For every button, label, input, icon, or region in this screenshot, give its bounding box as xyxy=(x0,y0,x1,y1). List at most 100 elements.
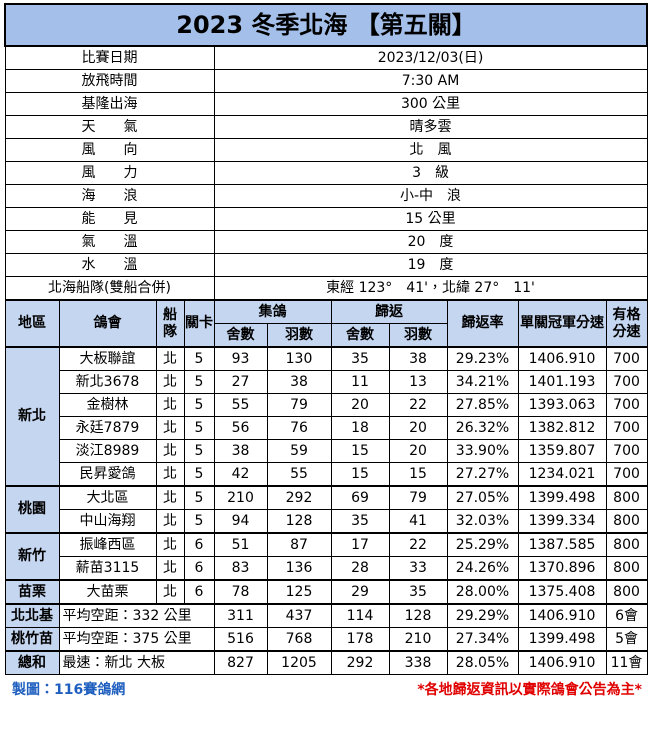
summary-cell: 437 xyxy=(266,603,332,628)
cell: 20 xyxy=(330,393,390,417)
cell: 800 xyxy=(605,556,648,581)
table-row: 桃園 大北區北 5 210 292 69 79 27.05% 1399.498 800 xyxy=(4,485,648,534)
info-value: 北 風 xyxy=(213,138,648,162)
column-header: 有格分速 xyxy=(605,299,648,348)
table-row: 氣 溫 20 度 xyxy=(4,230,648,254)
cell: 35 xyxy=(330,509,390,534)
column-header: 關卡 xyxy=(183,299,215,348)
cell: 34.21% xyxy=(446,370,519,394)
column-subheader: 舍數 xyxy=(330,323,390,348)
info-label: 氣 溫 xyxy=(4,230,215,254)
table-row: 金樹林北 5 55 79 20 22 27.85% 1393.063 700 xyxy=(5,393,648,417)
summary-cell: 338 xyxy=(388,650,448,675)
title: 2023 冬季北海 【第五關】 xyxy=(3,3,649,47)
cell: 永廷7879 xyxy=(58,416,157,440)
cell: 128 xyxy=(266,509,332,534)
cell: 83 xyxy=(213,556,268,581)
info-label: 風 向 xyxy=(4,138,215,162)
cell: 北 xyxy=(155,485,185,510)
cell: 1370.896 xyxy=(517,556,607,581)
region: 桃園 xyxy=(4,485,60,534)
table-row: 桃竹苗 平均空距：375 公里 516 768 178 210 27.34% 1399.498… xyxy=(4,627,648,652)
info-label: 比賽日期 xyxy=(4,45,215,70)
summary-cell: 210 xyxy=(388,627,448,652)
cell: 大板聯誼 xyxy=(58,346,157,371)
table-row: 新北 大板聯誼北 5 93 130 35 38 29.23% 1406.910 700 xyxy=(4,346,648,487)
cell: 1382.812 xyxy=(517,416,607,440)
cell: 56 xyxy=(213,416,268,440)
cell: 51 xyxy=(213,532,268,557)
cell: 1399.498 xyxy=(517,485,607,510)
cell: 6 xyxy=(183,556,215,581)
cell: 35 xyxy=(330,346,390,371)
cell: 28 xyxy=(330,556,390,581)
cell: 5 xyxy=(183,370,215,394)
summary-cell: 平均空距：332 公里 xyxy=(58,603,215,628)
cell: 北 xyxy=(155,370,185,394)
table-row: 總和 最速：新北 大板 827 1205 292 338 28.05% 1406.910 11會 xyxy=(4,650,648,675)
cell: 93 xyxy=(213,346,268,371)
region: 新北 xyxy=(4,346,60,487)
cell: 69 xyxy=(330,485,390,510)
cell: 55 xyxy=(266,462,332,487)
cell: 北 xyxy=(155,579,185,605)
results-table: 2023 冬季北海 【第五關】 比賽日期 2023/12/03(日) 放飛時間 7:30… xyxy=(3,3,649,675)
summary-cell: 516 xyxy=(213,627,268,652)
summary-cell: 827 xyxy=(213,650,268,675)
table-row: 苗栗 大苗栗北 6 78 125 29 35 28.00% 1375.408 800 xyxy=(4,579,648,605)
region: 新竹 xyxy=(4,532,60,581)
cell: 1234.021 xyxy=(517,462,607,487)
summary-cell: 28.05% xyxy=(446,650,519,675)
info-value: 15 公里 xyxy=(213,207,648,231)
cell: 20 xyxy=(388,416,448,440)
cell: 大北區 xyxy=(58,485,157,510)
cell: 1401.193 xyxy=(517,370,607,394)
cell: 25.29% xyxy=(446,532,519,557)
info-label: 基隆出海 xyxy=(4,92,215,116)
cell: 5 xyxy=(183,485,215,510)
cell: 800 xyxy=(605,509,648,534)
info-label: 海 浪 xyxy=(4,184,215,208)
table-row: 淡江8989 北 5 38 59 15 20 33.90% 1359.807 700 xyxy=(5,439,648,463)
cell: 800 xyxy=(605,485,648,510)
cell: 22 xyxy=(388,532,448,557)
cell: 中山海翔 xyxy=(58,509,157,534)
table-row: 地區 鴿會 船隊 關卡 集鴿 歸返 歸返率 單關冠軍分速 有格分速 xyxy=(4,299,648,348)
cell: 79 xyxy=(388,485,448,510)
cell: 55 xyxy=(213,393,268,417)
cell: 20 xyxy=(388,439,448,463)
cell: 5 xyxy=(183,439,215,463)
cell: 38 xyxy=(266,370,332,394)
summary-cell: 6會 xyxy=(605,603,648,628)
credit: 製圖：116賽鴿網 xyxy=(12,682,126,698)
table-row: 北北基 平均空距：332 公里 311 437 114 128 29.29% 1406.910… xyxy=(4,603,648,628)
table-row: 北海船隊(雙船合併) 東經 123° 41'，北緯 27° 11' xyxy=(4,276,648,301)
cell: 42 xyxy=(213,462,268,487)
summary-cell: 1406.910 xyxy=(517,603,607,628)
cell: 24.26% xyxy=(446,556,519,581)
column-header: 歸返率 xyxy=(446,299,519,348)
table-row: 海 浪小-中 浪 xyxy=(4,184,648,208)
cell: 5 xyxy=(183,462,215,487)
cell: 北 xyxy=(155,416,185,440)
column-subheader: 羽數 xyxy=(388,323,448,348)
summary-cell: 311 xyxy=(213,603,268,628)
summary-cell: 1399.498 xyxy=(517,627,607,652)
column-header: 鴿會 xyxy=(58,299,157,348)
cell: 北 xyxy=(155,393,185,417)
summary-cell: 292 xyxy=(330,650,390,675)
cell: 6 xyxy=(183,532,215,557)
cell: 210 xyxy=(213,485,268,510)
cell: 33 xyxy=(388,556,448,581)
cell: 1406.910 xyxy=(517,346,607,371)
table-row: 新北3678 北 5 27 38 11 13 34.21% 1401.193 700 xyxy=(5,370,648,394)
table-row: 中山海翔北 5 94 128 35 41 32.03% 1399.334 800 xyxy=(5,509,648,534)
cell: 北 xyxy=(155,556,185,581)
table-body: 2023 冬季北海 【第五關】 比賽日期 2023/12/03(日) 放飛時間 7:30… xyxy=(3,3,649,675)
cell: 北 xyxy=(155,532,185,557)
cell: 13 xyxy=(388,370,448,394)
cell: 6 xyxy=(183,579,215,605)
cell: 22 xyxy=(388,393,448,417)
cell: 79 xyxy=(266,393,332,417)
